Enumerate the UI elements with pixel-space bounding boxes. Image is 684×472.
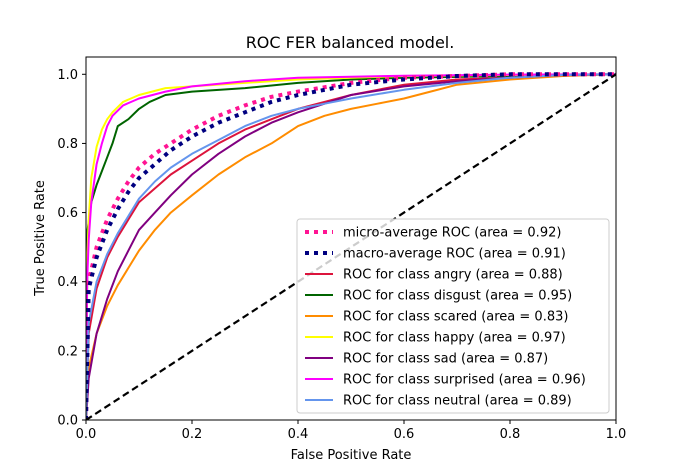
x-tick-label: 0.6	[394, 427, 415, 442]
x-tick-label: 0.4	[288, 427, 309, 442]
legend-label: ROC for class angry (area = 0.88)	[343, 268, 563, 283]
x-tick-label: 0.8	[500, 427, 521, 442]
x-tick-label: 1.0	[606, 427, 627, 442]
y-tick-label: 0.8	[57, 137, 78, 152]
legend-label: ROC for class sad (area = 0.87)	[343, 352, 548, 367]
y-axis-label: True Positive Rate	[33, 180, 48, 297]
roc-series-line-2	[86, 73, 616, 420]
legend: micro-average ROC (area = 0.92) macro-ave…	[296, 218, 610, 414]
y-tick-label: 1.0	[57, 68, 78, 83]
legend-label: ROC for class happy (area = 0.97)	[343, 331, 566, 346]
legend-label: micro-average ROC (area = 0.92)	[343, 226, 561, 241]
y-tick-label: 0.2	[57, 344, 78, 359]
y-axis: 0.0 0.2 0.4 0.6 0.8 1.0	[57, 68, 86, 429]
roc-series-line-6	[86, 73, 616, 420]
y-tick-label: 0.4	[57, 275, 78, 290]
x-tick-label: 0.0	[76, 427, 97, 442]
x-axis-label: False Positive Rate	[291, 448, 412, 463]
chance-diagonal-line	[86, 73, 616, 420]
roc-series-line-1	[86, 72, 616, 420]
legend-box	[296, 218, 610, 414]
legend-label: macro-average ROC (area = 0.91)	[343, 247, 566, 262]
chart-title: ROC FER balanced model.	[246, 33, 455, 52]
legend-label: ROC for class neutral (area = 0.89)	[343, 394, 572, 409]
x-axis: 0.0 0.2 0.4 0.6 0.8 1.0	[76, 420, 627, 442]
legend-label: ROC for class surprised (area = 0.96)	[343, 373, 586, 388]
y-tick-label: 0.0	[57, 414, 78, 429]
x-tick-label: 0.2	[182, 427, 203, 442]
plot-frame	[85, 56, 617, 421]
legend-label: ROC for class scared (area = 0.83)	[343, 310, 568, 325]
roc-series-line-4	[86, 73, 616, 420]
series-layer	[86, 72, 616, 420]
roc-series-line-8	[86, 73, 616, 420]
legend-label: ROC for class disgust (area = 0.95)	[343, 289, 572, 304]
y-tick-label: 0.6	[57, 206, 78, 221]
roc-series-line-3	[86, 73, 616, 420]
roc-series-line-7	[86, 73, 616, 420]
